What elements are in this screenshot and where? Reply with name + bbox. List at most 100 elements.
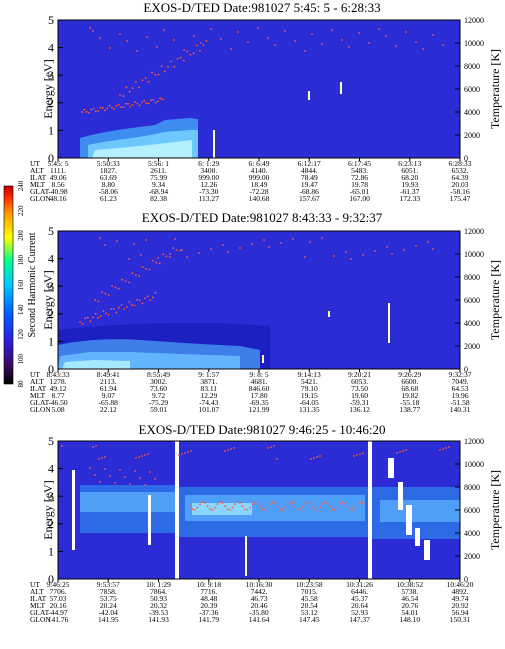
table-cell: 20.54 bbox=[301, 601, 318, 610]
temperature-point bbox=[214, 506, 216, 509]
temperature-point bbox=[319, 506, 321, 509]
temperature-point bbox=[131, 303, 133, 306]
temperature-point bbox=[143, 99, 146, 102]
temperature-point bbox=[155, 261, 158, 264]
temperature-point bbox=[415, 245, 417, 247]
temperature-point bbox=[114, 482, 116, 484]
temperature-point bbox=[284, 30, 286, 32]
temperature-point bbox=[108, 104, 111, 107]
table-cell: 1827. bbox=[100, 166, 117, 175]
temperature-point bbox=[120, 304, 123, 306]
table-cell: 9: 8: 5 bbox=[249, 370, 268, 379]
panel-3-spike bbox=[245, 536, 247, 576]
panel-3-spectrogram bbox=[72, 441, 460, 579]
temperature-point bbox=[181, 453, 183, 455]
table-cell: 5.08 bbox=[51, 405, 64, 414]
table-cell: -65.01 bbox=[350, 187, 370, 196]
y-tick-label: 2 bbox=[48, 96, 54, 110]
table-cell: 73.50 bbox=[351, 384, 368, 393]
temperature-point bbox=[111, 106, 113, 109]
table-cell: 10:23:58 bbox=[296, 580, 323, 589]
table-cell: -68.86 bbox=[300, 187, 320, 196]
table-cell: 57.03 bbox=[50, 594, 67, 603]
temperature-point bbox=[99, 106, 102, 109]
temperature-point bbox=[267, 447, 269, 449]
temperature-point bbox=[206, 505, 209, 507]
temperature-point bbox=[239, 247, 241, 249]
table-cell: -44.97 bbox=[48, 608, 68, 617]
temperature-point bbox=[224, 505, 226, 508]
table-cell: 147.45 bbox=[299, 615, 320, 624]
temperature-point bbox=[442, 448, 444, 450]
colorbar-scale bbox=[3, 185, 14, 385]
temperature-point bbox=[100, 291, 103, 294]
temperature-point bbox=[324, 501, 326, 503]
temperature-point bbox=[356, 502, 359, 505]
panel-2-peak-band bbox=[62, 360, 130, 369]
temperature-point bbox=[138, 275, 141, 277]
temperature-point bbox=[224, 450, 226, 452]
temperature-point bbox=[346, 505, 349, 508]
temperature-point bbox=[149, 471, 151, 473]
table-row-label: GLAT bbox=[30, 187, 50, 196]
table-cell: -37.36 bbox=[199, 608, 219, 617]
temperature-point bbox=[85, 110, 88, 113]
table-cell: 4892. bbox=[452, 587, 469, 596]
table-cell: 6:28:33 bbox=[449, 159, 472, 168]
table-cell: 7858. bbox=[100, 587, 117, 596]
temperature-point bbox=[128, 258, 130, 260]
table-row-label: ILAT bbox=[30, 173, 47, 182]
temperature-point bbox=[280, 242, 282, 244]
table-cell: 73.60 bbox=[150, 384, 167, 393]
table-cell: 53.75 bbox=[100, 594, 117, 603]
table-cell: 10: 1:29 bbox=[146, 580, 171, 589]
temperature-point bbox=[139, 477, 141, 479]
y-tick-label: 1 bbox=[48, 123, 54, 137]
temperature-point bbox=[148, 268, 151, 271]
table-cell: 9:20:21 bbox=[348, 370, 371, 379]
temperature-point bbox=[184, 452, 186, 454]
temperature-point bbox=[150, 99, 152, 102]
y2-tick-label: 4000 bbox=[464, 529, 480, 538]
table-cell: -64.05 bbox=[300, 398, 320, 407]
temperature-point bbox=[331, 29, 333, 31]
temperature-point bbox=[222, 244, 224, 246]
y2-tick-label: 0 bbox=[464, 365, 468, 374]
temperature-point bbox=[198, 252, 200, 254]
table-cell: 10:38:52 bbox=[396, 580, 423, 589]
temperature-point bbox=[432, 248, 434, 250]
temperature-point bbox=[173, 65, 176, 68]
temperature-point bbox=[174, 238, 176, 240]
panel-3-data-gap bbox=[175, 441, 179, 579]
panel-2-spike bbox=[262, 355, 264, 363]
temperature-point bbox=[154, 73, 157, 76]
temperature-point bbox=[353, 455, 355, 457]
temperature-point bbox=[133, 243, 135, 245]
table-cell: -74.43 bbox=[199, 398, 219, 407]
table-cell: 5738. bbox=[401, 587, 418, 596]
y-tick-label: 5 bbox=[48, 224, 54, 238]
temperature-point bbox=[291, 502, 294, 505]
temperature-point bbox=[94, 474, 96, 476]
y-tick-label: 5 bbox=[48, 434, 54, 448]
table-cell: 75.99 bbox=[150, 173, 167, 182]
temperature-point bbox=[88, 111, 90, 114]
y2-tick-label: 6000 bbox=[464, 296, 480, 305]
temperature-point bbox=[159, 97, 162, 100]
panel-3-data-gap bbox=[368, 441, 372, 579]
temperature-point bbox=[314, 508, 316, 511]
y-tick-label: 3 bbox=[48, 489, 54, 503]
temperature-point bbox=[261, 508, 264, 511]
panel-3-data-gap bbox=[148, 495, 151, 545]
table-cell: -46.50 bbox=[48, 398, 68, 407]
table-cell: 64.53 bbox=[452, 384, 469, 393]
temperature-point bbox=[304, 502, 306, 505]
temperature-point bbox=[83, 108, 86, 111]
table-cell: 52.93 bbox=[351, 608, 368, 617]
table-cell: 20.32 bbox=[150, 601, 167, 610]
colorbar-label: Second Harmonic Current bbox=[27, 232, 38, 337]
table-row-label: GLAT bbox=[30, 608, 50, 617]
table-cell: 68.68 bbox=[401, 384, 418, 393]
temperature-point bbox=[126, 40, 128, 42]
temperature-point bbox=[356, 454, 358, 456]
